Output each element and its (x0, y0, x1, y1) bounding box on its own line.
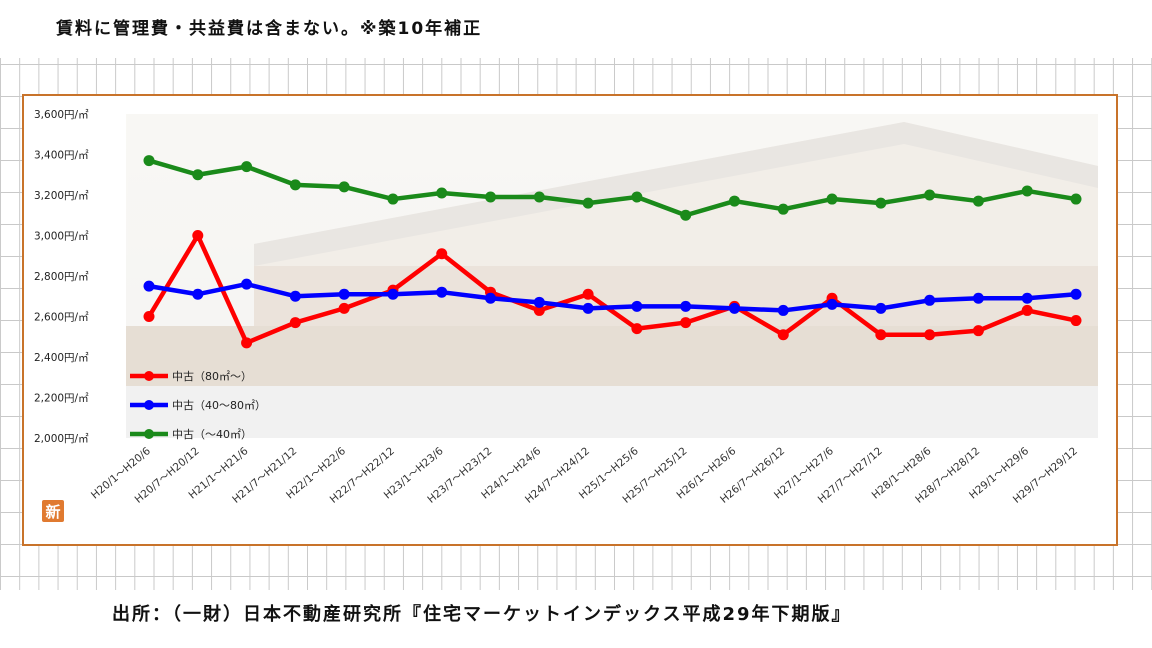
data-point (1070, 288, 1082, 300)
data-point (924, 189, 936, 201)
y-tick-label: 2,800円/㎡ (34, 271, 89, 283)
data-point (143, 155, 155, 167)
y-tick-label: 3,000円/㎡ (34, 231, 89, 243)
data-point (875, 329, 887, 341)
building-photo-backdrop (126, 114, 1098, 438)
data-point (777, 203, 789, 215)
data-point (533, 304, 545, 316)
data-point (436, 248, 448, 260)
data-point (875, 302, 887, 314)
data-point (192, 230, 204, 241)
data-point (143, 311, 155, 322)
data-point (777, 304, 789, 316)
data-point (1070, 315, 1082, 327)
y-tick-label: 2,200円/㎡ (34, 393, 89, 405)
chart-frame: 2,000円/㎡ 2,200円/㎡ 2,400円/㎡ 2,600円/㎡ 2,800円/㎡… (22, 94, 1118, 546)
data-point (241, 278, 253, 290)
data-point (924, 294, 936, 306)
y-tick-label: 2,000円/㎡ (34, 433, 89, 445)
series-line (147, 233, 1077, 346)
y-tick-label: 3,400円/㎡ (34, 150, 89, 162)
badge-label: 新 (45, 503, 60, 521)
data-point (241, 337, 253, 349)
data-point (485, 191, 497, 203)
data-point (631, 323, 643, 335)
legend-marker (144, 400, 154, 410)
y-tick-label: 3,200円/㎡ (34, 190, 89, 202)
rent-note: 賃料に管理費・共益費は含まない。※築10年補正 (56, 19, 483, 39)
y-tick-label: 2,600円/㎡ (34, 312, 89, 324)
source-citation: 出所：（一財）日本不動産研究所『住宅マーケットインデックス平成29年下期版』 (112, 604, 852, 625)
series-line (148, 281, 1077, 313)
series-2 (143, 278, 1082, 316)
data-point (631, 300, 643, 312)
y-axis: 2,000円/㎡ 2,200円/㎡ 2,400円/㎡ 2,600円/㎡ 2,800円/㎡… (34, 109, 89, 445)
data-point (1021, 185, 1033, 197)
data-point (533, 296, 545, 308)
data-point (582, 197, 594, 209)
data-point (924, 329, 936, 341)
legend-label: 中古（～40㎡） (172, 428, 252, 441)
footer-band (0, 590, 1152, 648)
series-3 (143, 155, 1082, 221)
data-point (582, 302, 594, 314)
y-tick-label: 2,400円/㎡ (34, 352, 89, 364)
data-point (338, 181, 350, 193)
data-point (777, 329, 789, 341)
series-line (148, 158, 1077, 218)
data-point (972, 292, 984, 304)
legend-marker (144, 429, 154, 439)
data-point (1021, 292, 1033, 304)
data-point (680, 317, 692, 329)
data-point (143, 280, 155, 292)
data-point (1021, 304, 1033, 316)
data-point (533, 191, 545, 203)
data-point (680, 300, 692, 312)
data-point (875, 197, 887, 209)
data-point (338, 302, 350, 314)
data-point (485, 292, 497, 304)
header-band (0, 0, 1152, 58)
data-point (192, 169, 204, 181)
data-point (192, 288, 204, 300)
data-point (728, 195, 740, 207)
legend-label: 中古（40～80㎡） (172, 399, 266, 412)
data-point (387, 288, 399, 300)
new-badge: 新 (42, 500, 64, 522)
x-axis: H20/1～H20/6H20/7～H20/12H21/1～H21/6H21/7～… (89, 445, 1080, 506)
data-point (826, 193, 838, 205)
data-point (1070, 193, 1082, 205)
data-point (972, 325, 984, 337)
data-point (241, 161, 253, 173)
y-tick-label: 3,600円/㎡ (34, 109, 89, 121)
data-point (387, 193, 399, 205)
data-point (289, 290, 301, 302)
legend-label: 中古（80㎡～） (172, 370, 252, 383)
data-point (436, 286, 448, 298)
legend: 中古（80㎡～） 中古（40～80㎡） 中古（～40㎡） (130, 370, 266, 441)
legend-marker (144, 371, 154, 381)
data-point (289, 317, 301, 329)
data-point (826, 298, 838, 310)
data-point (631, 191, 643, 203)
data-point (338, 288, 350, 300)
plot-area (143, 155, 1082, 349)
data-point (728, 302, 740, 314)
data-point (680, 209, 692, 221)
data-point (972, 195, 984, 207)
data-point (582, 288, 594, 300)
rent-line-chart: 2,000円/㎡ 2,200円/㎡ 2,400円/㎡ 2,600円/㎡ 2,800円/㎡… (34, 109, 1098, 522)
data-point (436, 187, 448, 199)
data-point (289, 179, 301, 191)
